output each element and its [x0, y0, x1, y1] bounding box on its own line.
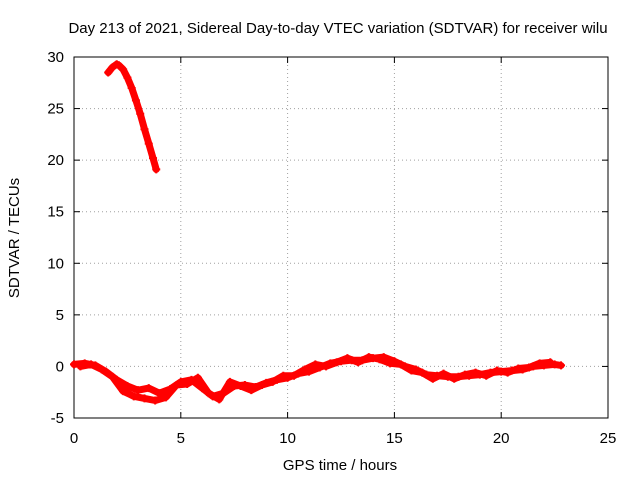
data-point [407, 366, 416, 375]
data-point [492, 366, 501, 375]
data-point [482, 371, 491, 380]
data-point [161, 393, 170, 402]
data-point [450, 374, 459, 383]
y-tick-label: 10 [47, 255, 64, 272]
data-point [97, 365, 106, 374]
data-point [460, 370, 469, 379]
data-point [215, 395, 224, 404]
data-point [257, 380, 266, 389]
data-point [119, 65, 128, 74]
x-tick-label: 0 [70, 430, 78, 447]
data-point [149, 154, 158, 163]
data-point [439, 369, 448, 378]
data-point [144, 384, 153, 393]
series-high-arc [104, 60, 161, 174]
data-points [70, 60, 566, 405]
data-point [279, 371, 288, 380]
data-point [131, 96, 140, 105]
data-point [236, 382, 245, 391]
data-point [134, 386, 143, 395]
x-tick-label: 15 [386, 430, 403, 447]
tick-labels: 0 5 10 15 20 25 -5 0 5 10 15 20 25 30 [47, 49, 616, 447]
data-point [557, 361, 566, 370]
data-point [129, 392, 138, 401]
y-tick-label: 5 [56, 307, 64, 324]
data-point [127, 83, 136, 92]
data-point [546, 358, 555, 367]
data-point [225, 377, 234, 386]
data-point [76, 362, 85, 371]
data-point [524, 363, 533, 372]
data-point [70, 360, 78, 369]
data-point [268, 377, 277, 386]
data-point [183, 379, 192, 388]
data-point [364, 353, 373, 362]
data-point [343, 354, 352, 363]
x-tick-label: 20 [493, 430, 510, 447]
data-point [140, 125, 149, 134]
data-point [535, 359, 544, 368]
data-point [87, 360, 96, 369]
x-axis-label: GPS time / hours [283, 457, 397, 474]
data-point [322, 362, 331, 371]
y-tick-label: 20 [47, 152, 64, 169]
data-point [108, 63, 117, 72]
data-point [123, 73, 132, 82]
series-trace [104, 60, 160, 173]
data-point [123, 382, 132, 391]
data-point [290, 371, 299, 380]
series-low-trace-band [76, 353, 555, 405]
data-point [172, 380, 181, 389]
data-point [311, 360, 320, 369]
data-point [136, 109, 145, 118]
data-point [108, 372, 117, 381]
y-tick-label: -5 [51, 410, 64, 427]
x-tick-label: 5 [177, 430, 185, 447]
data-point [354, 358, 363, 367]
chart-title: Day 213 of 2021, Sidereal Day-to-day VTE… [68, 20, 607, 37]
x-tick-label: 25 [600, 430, 617, 447]
data-point [119, 387, 128, 396]
data-point [428, 374, 437, 383]
data-point [514, 364, 523, 373]
y-tick-label: 0 [56, 358, 64, 375]
data-point [104, 68, 113, 77]
data-point [300, 365, 309, 374]
data-point [140, 394, 149, 403]
y-tick-label: 30 [47, 49, 64, 66]
data-point [503, 368, 512, 377]
data-point [375, 355, 384, 364]
data-point [152, 165, 161, 174]
y-tick-label: 15 [47, 204, 64, 221]
axis-ticks [73, 56, 609, 419]
data-point [204, 389, 213, 398]
data-point [144, 139, 153, 148]
data-point [386, 359, 395, 368]
data-point [471, 368, 480, 377]
plot-frame [73, 56, 609, 419]
data-point [247, 386, 256, 395]
data-point [193, 373, 202, 382]
y-tick-label: 25 [47, 101, 64, 118]
data-point [418, 368, 427, 377]
x-tick-label: 10 [279, 430, 296, 447]
data-point [114, 61, 123, 70]
data-point [332, 358, 341, 367]
data-point [151, 396, 160, 405]
data-point [396, 360, 405, 369]
y-axis-label: SDTVAR / TECUs [6, 178, 23, 298]
